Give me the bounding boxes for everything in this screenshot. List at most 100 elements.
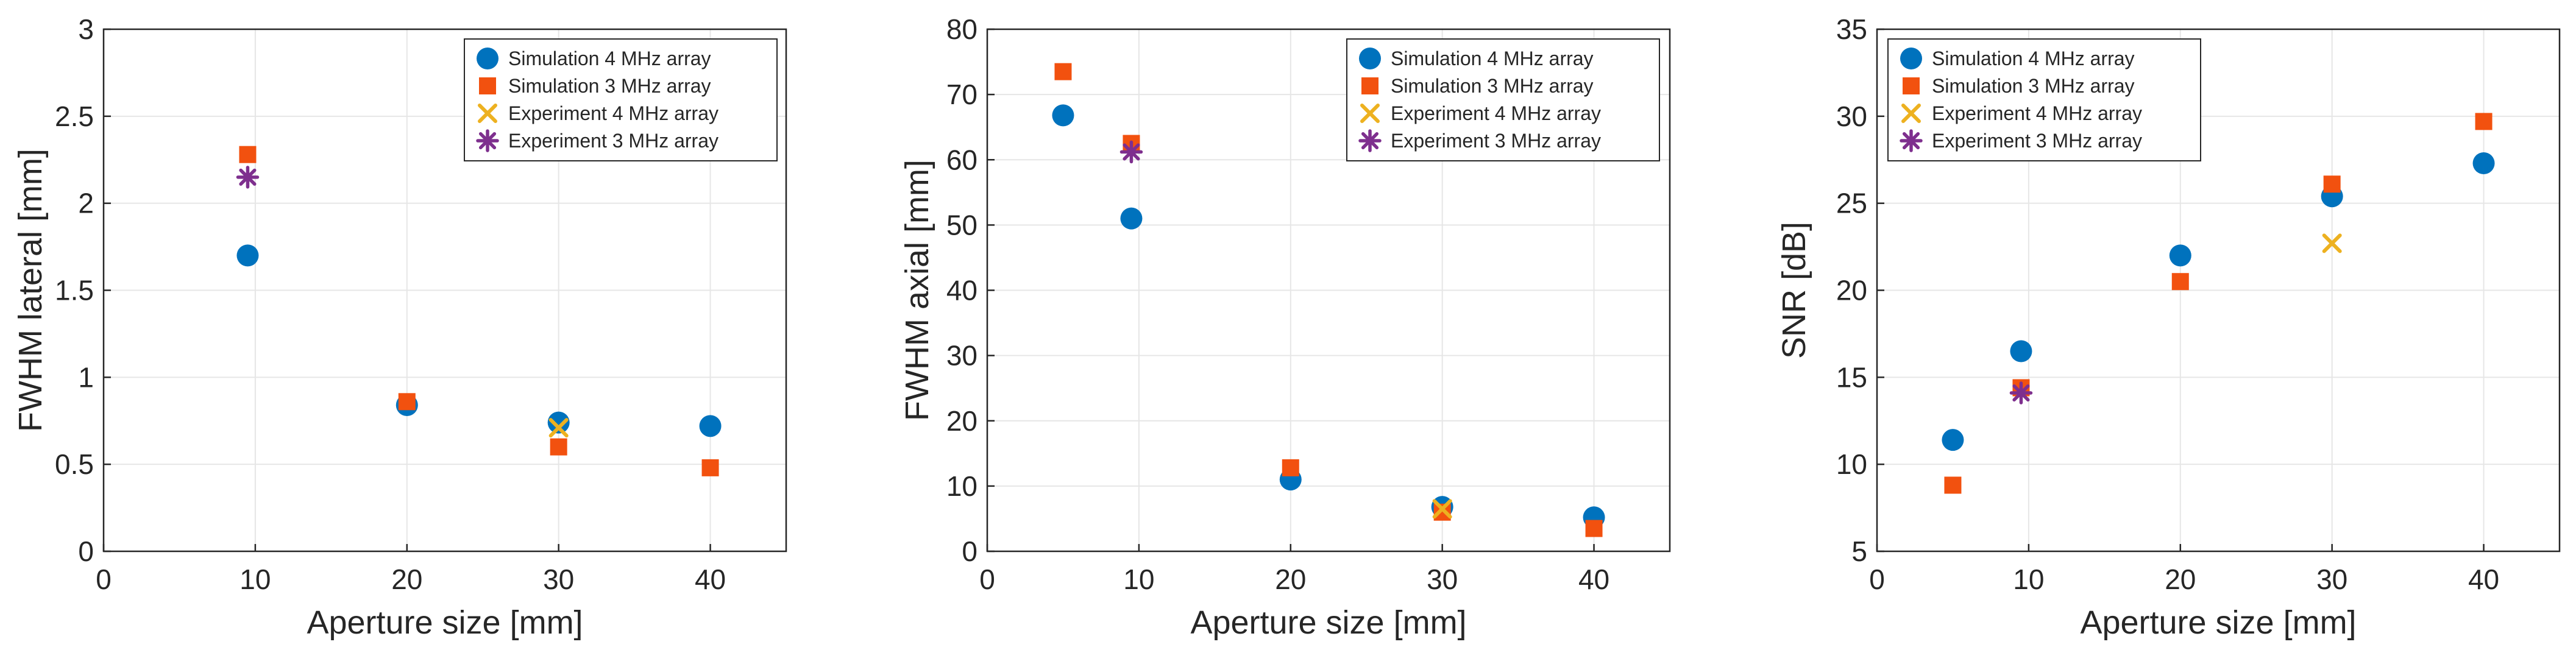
legend-marker-exp3 <box>476 129 499 152</box>
legend-entry-sim4: Simulation 4 MHz array <box>477 48 711 69</box>
svg-text:Simulation 4 MHz array: Simulation 4 MHz array <box>1391 48 1594 69</box>
legend-entry-exp3: Experiment 3 MHz array <box>476 129 719 152</box>
legend-marker-sim4 <box>1900 48 1922 69</box>
x-axis-label: Aperture size [mm] <box>1190 604 1466 641</box>
data-point-exp4 <box>548 418 569 438</box>
legend-marker-exp4 <box>478 104 497 123</box>
data-point-sim3 <box>1585 520 1603 537</box>
y-tick-label: 80 <box>946 13 978 45</box>
legend-entry-exp4: Experiment 4 MHz array <box>478 102 719 124</box>
data-point-exp4 <box>1432 499 1452 519</box>
x-tick-label: 20 <box>1275 563 1306 595</box>
y-tick-label: 70 <box>946 79 978 110</box>
svg-text:Experiment 3 MHz array: Experiment 3 MHz array <box>508 130 719 152</box>
data-point-exp4 <box>2322 233 2342 253</box>
x-tick-label: 20 <box>2165 563 2196 595</box>
svg-text:Simulation 4 MHz array: Simulation 4 MHz array <box>508 48 711 69</box>
x-tick-label: 0 <box>96 563 112 595</box>
legend-entry-exp3: Experiment 3 MHz array <box>1900 129 2142 152</box>
x-tick-label: 10 <box>2013 563 2044 595</box>
y-tick-label: 0 <box>962 535 978 567</box>
data-point-sim3 <box>701 459 719 476</box>
data-point-sim4 <box>2169 244 2191 267</box>
x-tick-label: 40 <box>1578 563 1609 595</box>
x-axis-label: Aperture size [mm] <box>2080 604 2356 641</box>
data-point-sim4 <box>2472 152 2495 174</box>
data-point-sim3 <box>2171 273 2189 291</box>
data-point-sim3 <box>398 393 416 411</box>
svg-text:Simulation 3 MHz array: Simulation 3 MHz array <box>508 75 711 97</box>
data-point-sim3 <box>2323 175 2341 193</box>
chart-fwhm-axial: 0 10 20 30 40 0 10 20 30 40 50 60 70 80 Aperture size… <box>899 13 1671 641</box>
svg-text:Experiment 3 MHz array: Experiment 3 MHz array <box>1391 130 1601 152</box>
data-point-sim3 <box>1054 63 1072 80</box>
x-tick-label: 40 <box>2468 563 2499 595</box>
legend-entry-sim3: Simulation 3 MHz array <box>1361 75 1594 97</box>
y-tick-label: 2.5 <box>55 101 94 132</box>
y-tick-label: 10 <box>946 470 978 502</box>
y-tick-label: 50 <box>946 209 978 241</box>
x-tick-label: 10 <box>240 563 271 595</box>
svg-text:Experiment 4 MHz array: Experiment 4 MHz array <box>1932 102 2142 124</box>
data-point-sim4 <box>236 244 259 267</box>
legend: Simulation 4 MHz array Simulation 3 MHz … <box>1346 38 1660 161</box>
y-axis-label: SNR [dB] <box>1776 222 1812 359</box>
data-point-sim3 <box>2475 113 2493 130</box>
y-tick-label: 5 <box>1851 535 1867 567</box>
y-tick-label: 1 <box>78 361 94 393</box>
svg-text:Simulation 3 MHz array: Simulation 3 MHz array <box>1391 75 1594 97</box>
x-tick-label: 20 <box>391 563 422 595</box>
legend-entry-sim4: Simulation 4 MHz array <box>1359 48 1594 69</box>
y-tick-label: 30 <box>946 340 978 372</box>
data-point-sim3 <box>1944 476 1962 494</box>
data-point-sim4 <box>1942 429 1964 451</box>
y-tick-label: 1.5 <box>55 275 94 306</box>
svg-text:Simulation 3 MHz array: Simulation 3 MHz array <box>1932 75 2135 97</box>
data-point-exp3 <box>1119 140 1143 164</box>
data-point-sim4 <box>699 415 722 437</box>
legend-entry-exp4: Experiment 4 MHz array <box>1901 102 2142 124</box>
data-point-exp3 <box>2009 381 2033 404</box>
y-tick-label: 40 <box>946 275 978 306</box>
x-tick-label: 0 <box>1869 563 1885 595</box>
svg-text:Experiment 4 MHz array: Experiment 4 MHz array <box>1391 102 1601 124</box>
data-point-exp3 <box>236 166 260 189</box>
data-point-sim3 <box>550 438 567 456</box>
data-point-sim4 <box>1120 207 1143 230</box>
x-tick-label: 40 <box>695 563 726 595</box>
legend-marker-sim3 <box>479 77 496 94</box>
data-point-sim3 <box>1282 459 1299 476</box>
legend-entry-sim4: Simulation 4 MHz array <box>1900 48 2135 69</box>
data-point-sim4 <box>1052 104 1074 127</box>
y-tick-label: 2 <box>78 188 94 219</box>
legend-marker-sim4 <box>477 48 499 69</box>
y-tick-label: 0 <box>78 535 94 567</box>
y-tick-label: 30 <box>1836 101 1867 132</box>
y-tick-label: 20 <box>946 405 978 437</box>
legend-marker-sim4 <box>1359 48 1381 69</box>
y-tick-label: 60 <box>946 144 978 175</box>
y-axis-label: FWHM axial [mm] <box>899 160 935 421</box>
x-axis-label: Aperture size [mm] <box>307 604 583 641</box>
legend-entry-sim3: Simulation 3 MHz array <box>479 75 711 97</box>
data-point-sim4 <box>547 411 570 434</box>
y-tick-label: 25 <box>1836 188 1867 219</box>
legend: Simulation 4 MHz array Simulation 3 MHz … <box>1887 38 2201 161</box>
x-tick-label: 30 <box>2316 563 2347 595</box>
svg-text:Simulation 4 MHz array: Simulation 4 MHz array <box>1932 48 2135 69</box>
legend-entry-exp3: Experiment 3 MHz array <box>1358 129 1601 152</box>
x-tick-label: 30 <box>543 563 574 595</box>
data-point-sim3 <box>1433 503 1451 521</box>
svg-text:Experiment 4 MHz array: Experiment 4 MHz array <box>508 102 719 124</box>
y-tick-label: 3 <box>78 13 94 45</box>
legend-marker-exp4 <box>1360 104 1380 123</box>
svg-text:Experiment 3 MHz array: Experiment 3 MHz array <box>1932 130 2142 152</box>
x-tick-label: 0 <box>979 563 995 595</box>
legend-entry-exp4: Experiment 4 MHz array <box>1360 102 1601 124</box>
y-axis-label: FWHM lateral [mm] <box>12 149 49 432</box>
y-tick-label: 20 <box>1836 275 1867 306</box>
y-tick-label: 15 <box>1836 361 1867 393</box>
y-tick-label: 0.5 <box>55 448 94 480</box>
chart-fwhm-lateral: 0 10 20 30 40 0 0.5 1 1.5 2 2.5 3 Aperture size [mm… <box>12 13 787 641</box>
